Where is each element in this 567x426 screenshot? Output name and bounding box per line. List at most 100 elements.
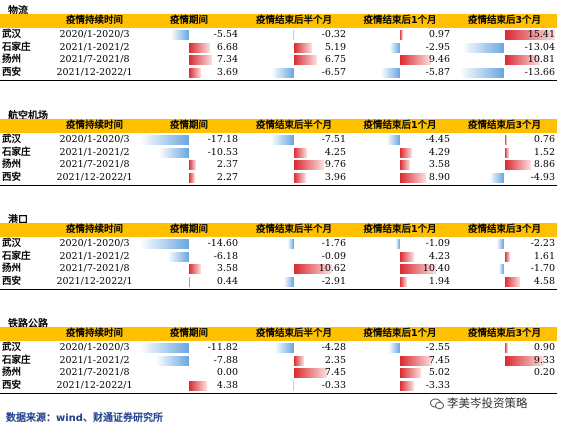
positive-bar: [294, 160, 324, 171]
cell-value: 4.58: [533, 275, 555, 287]
cell-value: -6.57: [321, 66, 346, 78]
table-row: 武汉 2020/1-2020/3 -14.60 -1.76 -1.09 -2.23: [0, 238, 557, 250]
cell-value: 9.33: [533, 354, 555, 366]
cell-value: 6.68: [216, 41, 238, 53]
table-header: 疫情持续时间 疫情期间 疫情结束后半个月 疫情结束后1个月 疫情结束后3个月: [0, 327, 557, 341]
column-header: 疫情持续时间: [65, 328, 123, 339]
column-header: 疫情结束后3个月: [467, 120, 542, 131]
period-label: 2021/7-2021/8: [59, 159, 130, 171]
positive-bar: [400, 160, 411, 171]
positive-bar: [400, 368, 422, 379]
table-row: 西安 2021/12-2022/1 0.44 -2.91 1.94 4.58: [0, 276, 557, 288]
data-cell: -1.09: [348, 238, 452, 250]
data-cell: 0.90: [452, 342, 557, 354]
data-cell: -13.04: [452, 42, 557, 54]
table-row: 西安 2021/12-2022/1 4.38 -0.33 -3.33: [0, 380, 557, 392]
column-header: 疫情期间: [169, 120, 208, 131]
positive-bar: [189, 380, 208, 391]
city-label: 武汉: [2, 238, 22, 249]
positive-bar: [504, 368, 506, 379]
cell-value: -5.87: [425, 66, 450, 78]
city-label: 石家庄: [2, 354, 31, 366]
data-cell: -6.57: [240, 67, 348, 79]
cell-value: 4.29: [428, 146, 450, 158]
data-cell: 0.00: [138, 367, 240, 379]
column-header: 疫情结束后半个月: [255, 328, 332, 339]
data-cell: 1.52: [452, 147, 557, 159]
cell-value: 6.75: [324, 54, 346, 66]
negative-bar: [389, 343, 400, 353]
positive-bar: [504, 160, 531, 171]
data-cell: 6.75: [240, 54, 348, 66]
positive-bar: [400, 355, 432, 366]
data-cell: 7.45: [348, 355, 452, 367]
column-header: 疫情结束后3个月: [467, 328, 542, 339]
column-header: 疫情期间: [169, 224, 208, 235]
positive-bar: [189, 67, 201, 78]
negative-bar: [168, 251, 189, 262]
data-cell: 4.38: [138, 380, 240, 392]
negative-bar: [171, 30, 189, 40]
table-row: 扬州 2021/7-2021/8 7.34 6.75 9.46 10.81: [0, 54, 557, 66]
table-header: 疫情持续时间 疫情期间 疫情结束后半个月 疫情结束后1个月 疫情结束后3个月: [0, 14, 557, 28]
data-cell: 2.35: [240, 355, 348, 367]
data-cell: 4.23: [348, 251, 452, 263]
table-bottom-rule: [0, 393, 557, 395]
column-header: 疫情持续时间: [65, 120, 123, 131]
negative-bar: [496, 239, 505, 249]
positive-bar: [189, 160, 196, 171]
column-header: 疫情结束后半个月: [255, 15, 332, 26]
city-label: 武汉: [2, 342, 22, 353]
data-cell: -7.51: [240, 134, 348, 146]
city-label: 西安: [2, 171, 22, 183]
data-cell: 2.27: [138, 172, 240, 184]
negative-bar: [140, 343, 189, 353]
cell-value: 10.81: [527, 54, 555, 66]
period-label: 2021/12-2022/1: [56, 66, 133, 78]
positive-bar: [400, 55, 431, 66]
cell-value: 4.25: [324, 146, 346, 158]
data-cell: 1.61: [452, 251, 557, 263]
data-cell: 4.29: [348, 147, 452, 159]
column-header: 疫情期间: [169, 328, 208, 339]
cell-value: 3.58: [216, 263, 238, 275]
cell-value: 9.46: [428, 54, 450, 66]
data-cell: 7.45: [240, 367, 348, 379]
table-header: 疫情持续时间 疫情期间 疫情结束后半个月 疫情结束后1个月 疫情结束后3个月: [0, 223, 557, 237]
data-cell: 4.58: [452, 276, 557, 288]
positive-bar: [400, 172, 426, 183]
negative-bar: [459, 67, 505, 78]
data-cell: -1.70: [452, 263, 557, 275]
period-label: 2020/1-2020/3: [59, 238, 130, 249]
data-cell: 1.94: [348, 276, 452, 288]
table-bottom-rule: [0, 185, 557, 187]
cell-value: 7.45: [428, 354, 450, 366]
column-header: 疫情结束后3个月: [467, 224, 542, 235]
cell-value: -2.95: [425, 41, 450, 53]
cell-value: -7.88: [213, 354, 238, 366]
data-cell: 0.97: [348, 29, 452, 41]
data-cell: 10.40: [348, 263, 452, 275]
cell-value: -2.23: [530, 238, 555, 249]
cell-value: -10.53: [207, 146, 238, 158]
data-cell: 0.20: [452, 367, 557, 379]
wechat-icon: [430, 398, 444, 409]
positive-bar: [504, 30, 555, 40]
cell-value: 2.37: [216, 159, 238, 171]
cell-value: -0.32: [321, 29, 346, 40]
period-label: 2020/1-2020/3: [59, 134, 130, 145]
positive-bar: [504, 343, 509, 353]
data-cell: -2.55: [348, 342, 452, 354]
data-cell: -0.33: [240, 380, 348, 392]
cell-value: 10.40: [422, 263, 450, 275]
negative-bar: [461, 42, 505, 53]
data-cell: 3.69: [138, 67, 240, 79]
data-cell: -4.93: [452, 172, 557, 184]
cell-value: -2.55: [425, 342, 450, 353]
table-row: 扬州 2021/7-2021/8 0.00 7.45 5.02 0.20: [0, 367, 557, 379]
positive-bar: [504, 147, 509, 158]
cell-value: 3.69: [216, 66, 238, 78]
period-label: 2020/1-2020/3: [59, 342, 130, 353]
negative-bar: [292, 30, 294, 40]
table-row: 武汉 2020/1-2020/3 -17.18 -7.51 -4.45 0.76: [0, 134, 557, 146]
